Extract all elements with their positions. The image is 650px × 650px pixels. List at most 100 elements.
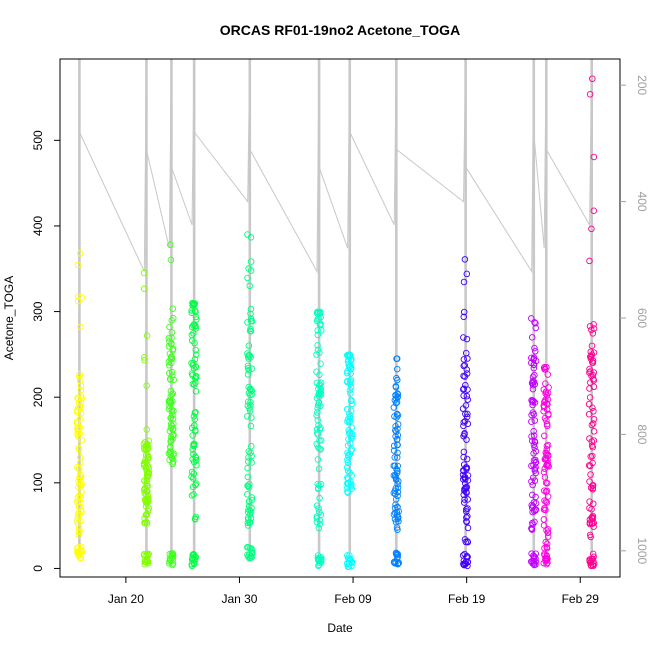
data-point [245, 484, 253, 491]
data-point [75, 509, 83, 517]
data-point [544, 533, 552, 540]
data-point [460, 362, 467, 370]
data-point [317, 424, 324, 431]
data-point [78, 480, 85, 488]
data-point [347, 376, 355, 384]
data-point [166, 338, 173, 345]
data-point [543, 406, 551, 413]
data-point [393, 410, 401, 418]
data-point [395, 559, 402, 567]
data-point [313, 394, 321, 402]
data-point [188, 424, 196, 432]
data-point [588, 421, 596, 429]
data-point [344, 467, 352, 475]
data-point [543, 479, 551, 487]
pressure-transit-line [249, 61, 320, 274]
y2-tick-label: 600 [635, 308, 649, 328]
data-point [143, 520, 151, 527]
data-point [76, 373, 83, 380]
data-point [531, 319, 538, 326]
data-point [541, 487, 548, 494]
data-point [74, 549, 81, 556]
data-point [464, 355, 471, 362]
data-point [190, 440, 198, 448]
data-point [165, 397, 173, 405]
data-point [144, 444, 152, 451]
pressure-transit-line [170, 61, 195, 226]
data-point [78, 294, 85, 301]
pressure-transit-line [78, 61, 147, 272]
data-point [393, 428, 400, 436]
data-point [392, 395, 400, 402]
data-point [343, 369, 351, 377]
data-point [190, 491, 197, 498]
data-point [391, 504, 399, 512]
y-tick-label: 400 [31, 216, 45, 236]
data-point [530, 427, 537, 435]
data-point [168, 391, 175, 398]
data-point [394, 515, 402, 523]
data-point [588, 514, 596, 522]
data-point [166, 323, 173, 331]
data-point [529, 508, 536, 516]
data-point [532, 320, 539, 327]
data-point [463, 392, 471, 400]
data-point [246, 282, 253, 290]
data-point [528, 504, 536, 512]
data-point [391, 454, 398, 461]
data-point [589, 443, 596, 451]
data-point [247, 315, 255, 322]
data-point [590, 415, 598, 423]
data-point [247, 398, 254, 406]
data-point [589, 515, 597, 522]
data-point [590, 560, 598, 567]
data-point [461, 256, 469, 263]
y-tick-label: 300 [31, 301, 45, 321]
data-point [395, 508, 402, 515]
data-point [189, 432, 196, 439]
data-point [391, 515, 399, 523]
data-point [543, 499, 551, 506]
data-point [460, 334, 467, 341]
data-point [247, 258, 255, 265]
data-point [464, 410, 471, 418]
data-point [344, 474, 351, 481]
data-point [543, 553, 551, 560]
data-point [344, 484, 351, 491]
data-point [542, 380, 549, 387]
data-point [530, 457, 538, 464]
x-tick-label: Feb 29 [562, 592, 600, 606]
data-point [315, 484, 322, 492]
data-point [348, 424, 356, 431]
data-point [247, 234, 255, 241]
data-point [459, 476, 467, 483]
data-point [188, 309, 195, 317]
pressure-profile [78, 59, 81, 554]
data-point [248, 459, 255, 466]
pressure-transit-line [465, 61, 535, 274]
data-point [315, 561, 323, 569]
data-point [314, 417, 321, 424]
data-point [316, 388, 324, 395]
data-point [165, 334, 173, 342]
data-point [314, 405, 321, 412]
data-point [168, 551, 176, 559]
data-point [393, 355, 400, 362]
data-point [530, 552, 537, 559]
data-point [463, 370, 471, 377]
data-point [192, 346, 199, 354]
data-point [191, 355, 199, 363]
data-point [75, 524, 83, 532]
axes: Jan 20 Jan 30 Feb 09 Feb 19 Feb 29 0 100 200 300… [31, 75, 649, 606]
data-point [587, 368, 594, 375]
data-point [316, 494, 323, 502]
data-point [345, 560, 353, 567]
data-point [529, 379, 536, 387]
data-point [316, 437, 323, 444]
data-point [244, 464, 251, 472]
data-point [75, 444, 82, 452]
data-point [75, 399, 83, 406]
data-point [192, 454, 200, 462]
data-point [247, 422, 255, 430]
